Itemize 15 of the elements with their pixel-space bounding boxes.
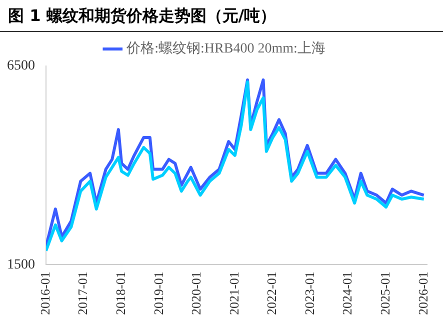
- x-tick-label: 2023-01: [302, 272, 317, 316]
- x-tick-label: 2017-01: [75, 272, 90, 316]
- x-tick-label: 2021-01: [226, 272, 242, 316]
- x-tick-label: 2018-01: [112, 272, 128, 316]
- x-tick-label: 2026-01: [415, 272, 430, 316]
- y-tick-label: 6500: [7, 58, 35, 74]
- x-tick-label: 2022-01: [264, 272, 280, 316]
- y-tick-label: 1500: [7, 257, 35, 272]
- x-tick-label: 2016-01: [37, 272, 52, 316]
- legend-label: 价格:螺纹钢:HRB400 20mm:上海: [126, 40, 326, 57]
- chart-title: 图 1 螺纹和期货价格走势图（元/吨）: [0, 0, 443, 32]
- x-tick-label: 2024-01: [340, 272, 355, 316]
- x-tick-label: 2020-01: [188, 272, 204, 316]
- x-tick-label: 2025-01: [377, 272, 392, 316]
- x-tick-label: 2019-01: [150, 272, 166, 316]
